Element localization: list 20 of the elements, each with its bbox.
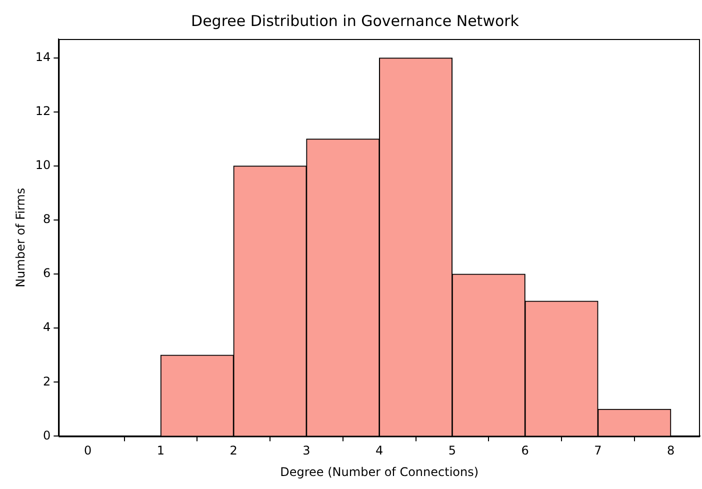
- y-tick-label: 14: [35, 50, 51, 64]
- y-tick-label: 4: [43, 320, 51, 334]
- x-tick-label: 2: [230, 444, 238, 458]
- x-tick-label: 6: [521, 444, 529, 458]
- x-tick-label: 1: [156, 444, 165, 458]
- x-tick-label: 0: [84, 444, 92, 458]
- y-tick-label: 12: [35, 104, 51, 118]
- y-tick-label: 10: [35, 158, 51, 172]
- y-tick-label: 2: [43, 374, 51, 388]
- chart-title: Degree Distribution in Governance Network: [191, 12, 520, 30]
- y-tick-label: 6: [43, 266, 51, 280]
- y-axis-title: Number of Firms: [13, 188, 28, 288]
- x-tick-label: 3: [302, 444, 310, 458]
- x-tick-label: 7: [594, 444, 602, 458]
- y-tick-label: 8: [43, 212, 51, 226]
- x-tick-label: 5: [448, 444, 456, 458]
- y-tick-label: 0: [43, 428, 51, 442]
- x-axis-title: Degree (Number of Connections): [280, 464, 479, 479]
- x-tick-label: 4: [376, 444, 384, 458]
- x-tick-label: 8: [667, 444, 675, 458]
